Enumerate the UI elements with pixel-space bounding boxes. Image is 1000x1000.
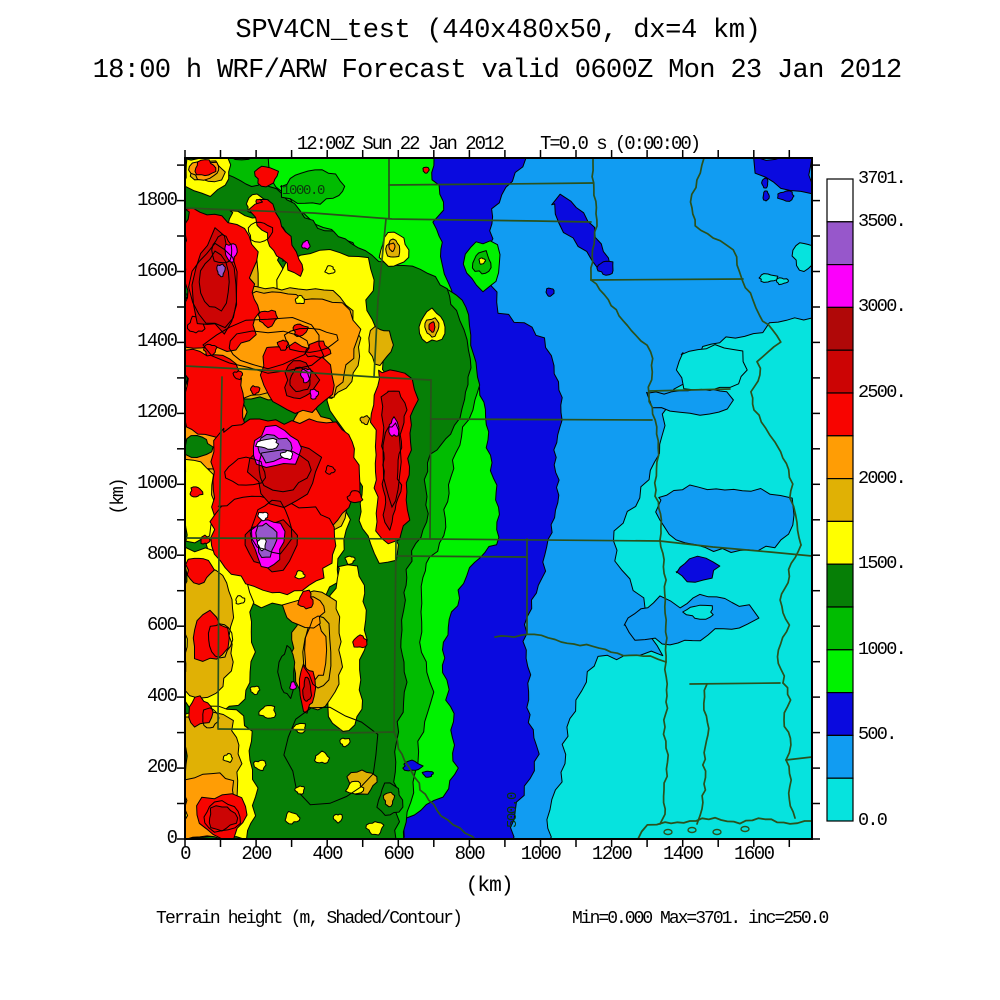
svg-text:500.0: 500.0 (505, 792, 521, 828)
svg-text:1000.0: 1000.0 (282, 183, 325, 199)
